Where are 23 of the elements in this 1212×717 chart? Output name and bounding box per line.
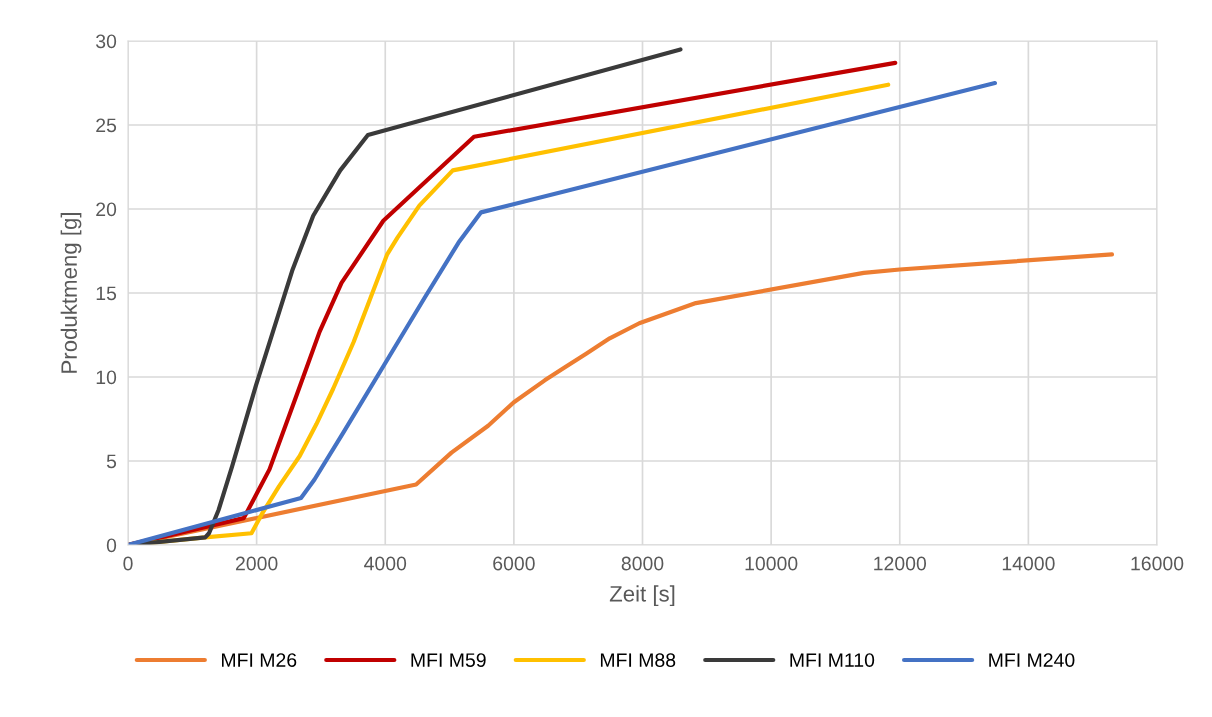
y-tick-label: 0 [106,538,117,553]
x-tick-label: 0 [123,556,133,571]
y-tick-label: 5 [106,454,117,469]
x-tick-label: 6000 [493,556,535,571]
x-axis-title: Zeit [s] [609,585,675,607]
y-tick-label: 15 [96,286,117,301]
y-tick-label: 20 [96,202,117,217]
y-tick-label: 30 [96,34,117,49]
x-tick-label: 12000 [874,556,927,571]
legend-label: MFI M88 [600,653,676,667]
y-tick-label: 25 [96,118,117,133]
x-tick-label: 14000 [1002,556,1055,571]
y-axis-title: Produktmeng [g] [60,213,82,373]
legend-label: MFI M26 [222,653,297,667]
x-tick-label: 10000 [745,556,798,571]
x-tick-label: 4000 [364,556,407,571]
legend-label: MFI M59 [411,653,486,667]
legend-label: MFI M240 [989,653,1075,667]
x-tick-label: 16000 [1131,556,1184,571]
legend-label: MFI M110 [790,653,875,667]
x-tick-label: 2000 [235,556,278,571]
y-tick-label: 10 [96,370,117,385]
x-tick-label: 8000 [621,556,664,571]
